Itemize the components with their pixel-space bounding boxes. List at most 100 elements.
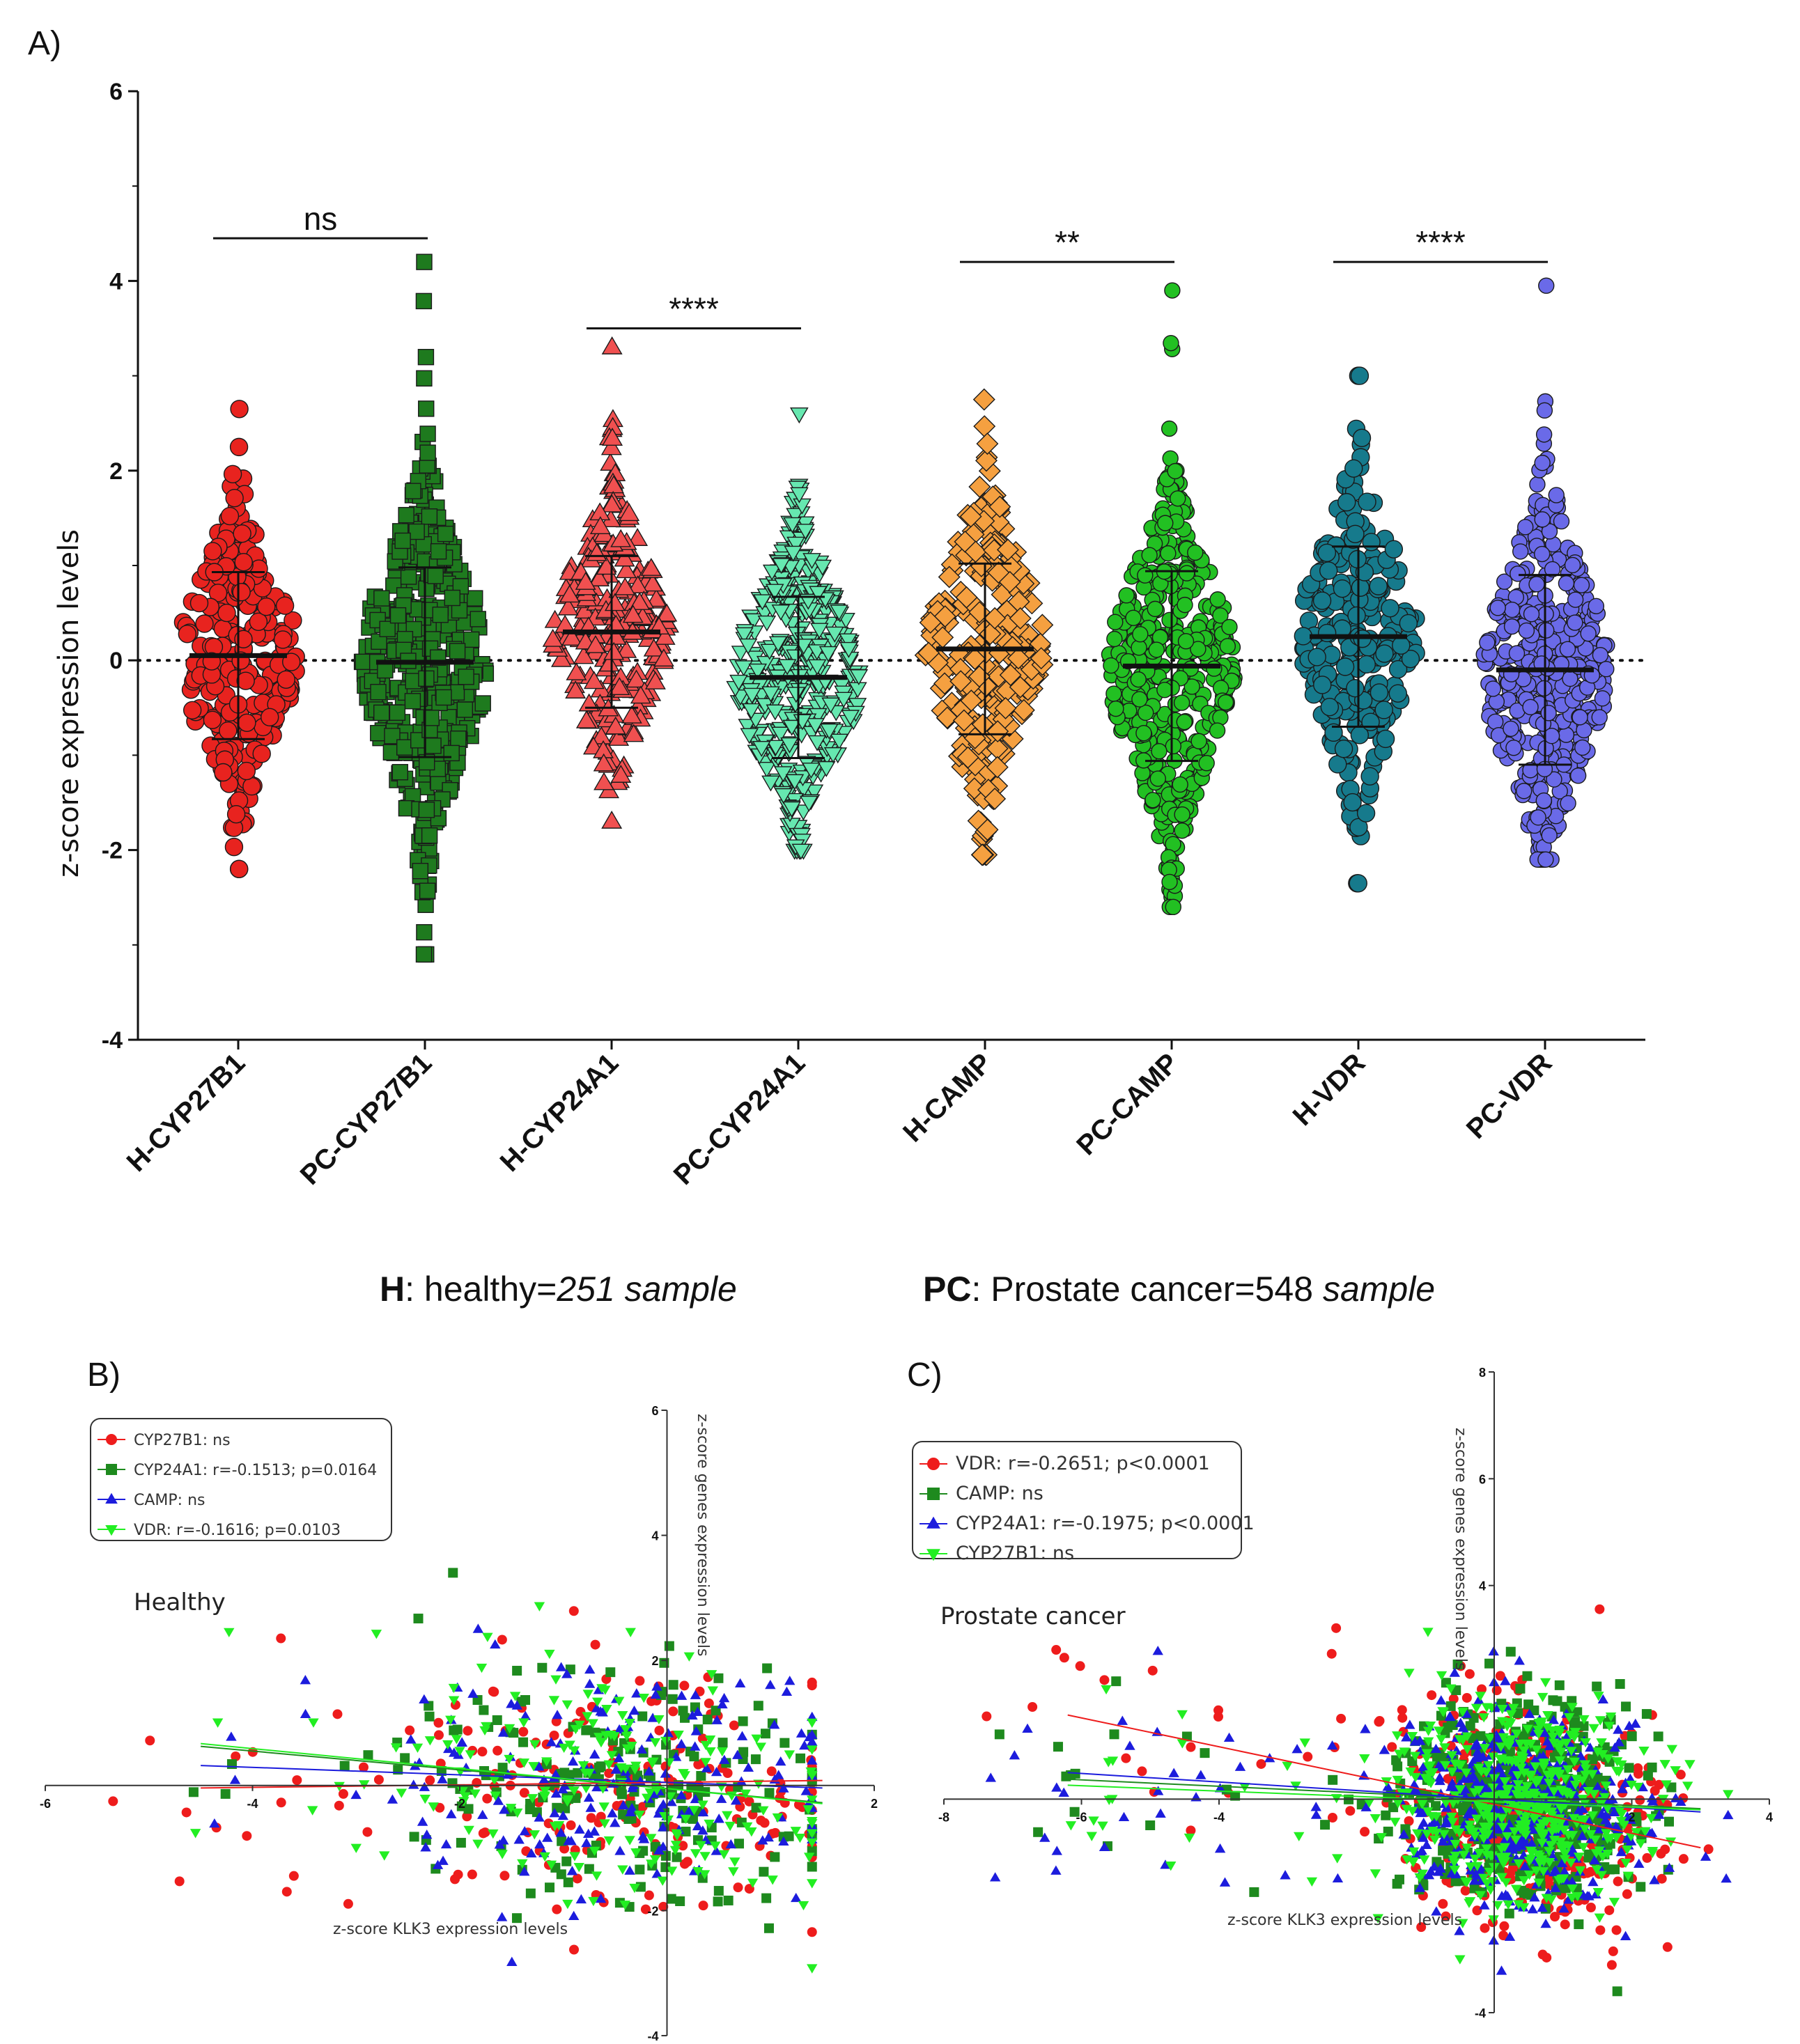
point-h-cyp27b1 [203,542,222,561]
panel-b-point [467,1869,477,1880]
point-h-cyp24a1 [614,548,635,567]
sample-caption-pc: PC: Prostate cancer=548 sample [923,1270,1435,1309]
point-pc-cyp27b1 [370,724,387,742]
panel-b-point [463,1726,473,1736]
point-h-cyp27b1 [178,625,197,643]
point-h-cyp27b1 [233,524,251,543]
panel-b-point [734,1839,744,1849]
panel-c-point [1635,1795,1645,1805]
point-pc-camp [1141,547,1158,563]
panel-b-y-tick-label: -4 [647,2029,658,2043]
panel-b-point [276,1797,286,1808]
panel-c-point [1653,1731,1663,1742]
panel-c-point [1223,1732,1235,1742]
panel-c-point [1499,1921,1510,1931]
point-pc-camp [1198,755,1215,772]
panel-c-point [1195,1770,1207,1779]
point-pc-cyp27b1 [384,728,401,744]
panel-c-point [1574,1919,1584,1930]
point-h-vdr [1344,459,1363,478]
panel-c-point [1328,1774,1338,1785]
point-h-cyp27b1 [284,611,302,630]
point-h-vdr [1388,684,1408,703]
panel-b-point [390,1743,402,1753]
panel-c-point [1552,1696,1562,1706]
point-pc-cyp27b1 [450,731,467,747]
point-pc-vdr [1517,519,1534,536]
panel-c-point [982,1711,992,1722]
panel-b-point [477,1747,488,1757]
point-pc-vdr [1503,618,1521,635]
point-pc-vdr [1598,661,1615,678]
panel-b-point [614,1846,626,1855]
panel-c-point [1436,1695,1447,1705]
point-pc-camp [1165,898,1181,916]
point-pc-camp [1157,515,1174,531]
panel-b-point [569,1944,580,1955]
point-h-vdr [1319,561,1338,580]
panel-b-point [807,1964,818,1974]
panel-b-point [497,1635,507,1645]
panel-b-point [763,1923,774,1933]
point-pc-vdr [1553,513,1570,530]
point-pc-camp [1174,822,1190,839]
point-h-cyp27b1 [275,596,295,615]
point-h-vdr [1312,591,1332,610]
panel-b-point [300,1675,311,1685]
point-h-vdr [1350,366,1370,385]
panel-c-point [1542,1952,1552,1963]
panel-c-point [1484,1658,1495,1669]
panel-c-point [1522,1671,1533,1681]
panel-b-point [807,1862,817,1872]
panel-b-point [583,1792,595,1802]
panel-c-point [1480,1923,1490,1933]
point-pc-camp [1145,792,1161,809]
point-h-cyp24a1 [627,528,649,546]
significance-label: ** [1055,224,1080,260]
panel-c-point [1392,1761,1403,1772]
panel-b-point [696,1771,706,1781]
panel-b-point [174,1876,185,1887]
point-pc-cyp27b1 [396,739,413,756]
point-h-vdr [1328,755,1347,774]
point-h-cyp24a1 [583,671,605,689]
panel-b-x-axis-label: z-score KLK3 expression levels [333,1921,568,1938]
panel-c-point [1523,1889,1533,1899]
panel-b-point [387,1794,398,1804]
point-pc-vdr [1567,614,1583,631]
point-h-camp [972,388,995,411]
panel-b-point [544,1649,555,1660]
point-h-vdr [1360,767,1379,786]
point-pc-vdr [1588,598,1605,615]
point-pc-cyp27b1 [463,631,480,648]
point-pc-vdr [1569,767,1587,784]
point-h-camp [976,432,999,455]
panel-c-point [1615,1679,1625,1690]
panel-b-point [212,1718,224,1728]
point-h-cyp27b1 [189,593,209,613]
point-pc-camp [1132,626,1149,643]
panel-b-point [654,1725,665,1735]
panel-c-point [1394,1874,1404,1885]
panel-b-point [689,1741,701,1751]
panel-b-point [753,1701,763,1711]
panel-b-point [559,1768,570,1778]
panel-c-label: C) [907,1357,942,1394]
point-pc-cyp27b1 [418,670,435,687]
panel-b-point [728,1867,739,1877]
point-pc-cyp27b1 [415,946,433,963]
panel-b-point [590,1639,600,1650]
panel-b-point [713,1896,723,1907]
panel-b-point [689,1752,699,1762]
panel-b-point [729,1857,740,1867]
healthy-text: : healthy= [405,1270,557,1309]
panel-c-point [1219,1877,1231,1887]
panel-b-point [408,1779,419,1789]
panel-b-point [371,1630,382,1639]
point-h-vdr [1334,740,1353,758]
point-h-cyp27b1 [234,552,253,572]
panel-b-point [649,1738,661,1748]
panel-c-point [1051,1645,1062,1655]
point-h-cyp27b1 [195,614,214,633]
panel-a-y-tick-label: 6 [109,79,123,105]
